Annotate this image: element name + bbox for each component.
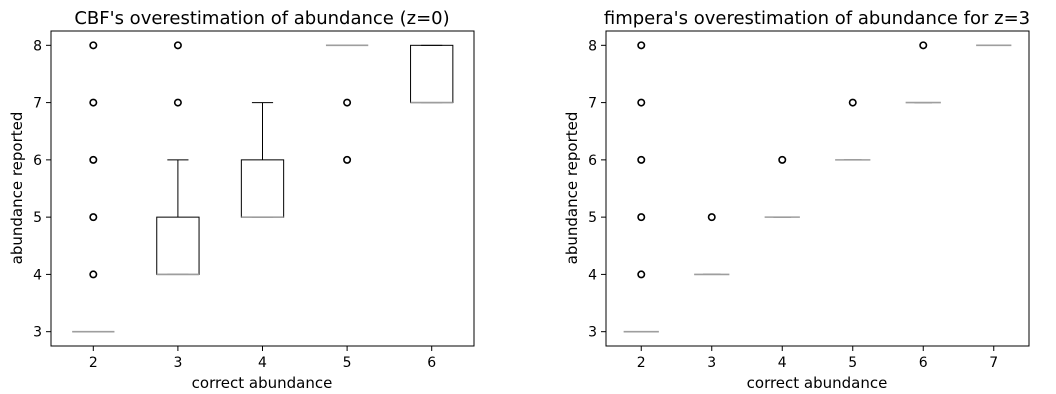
y-tick-label: 7	[33, 96, 42, 112]
y-tick-label: 7	[588, 96, 597, 112]
x-tick-label: 5	[343, 355, 352, 371]
x-tick-label: 6	[919, 355, 928, 371]
flier-point	[343, 155, 352, 164]
y-tick-label: 3	[588, 325, 597, 341]
flier-point	[919, 41, 928, 50]
box-5	[325, 44, 369, 164]
box-2	[72, 41, 115, 333]
y-tick-label: 8	[33, 38, 42, 54]
x-tick-label: 2	[89, 355, 98, 371]
flier-point	[778, 155, 787, 164]
box-body	[410, 44, 454, 104]
flier-point	[89, 155, 98, 164]
chart-panel-right: fimpera's overestimation of abundance fo…	[563, 8, 1030, 392]
chart-title-left: CBF's overestimation of abundance (z=0)	[74, 8, 449, 29]
x-tick-label: 7	[989, 355, 998, 371]
y-tick-label: 6	[588, 153, 597, 169]
chart-panel-left: CBF's overestimation of abundance (z=0) …	[8, 8, 475, 392]
flier-point	[637, 98, 646, 107]
x-tick-label: 2	[637, 355, 646, 371]
flier-point	[89, 213, 98, 222]
y-tick-label: 4	[588, 267, 597, 283]
plot-area-right: 3 4 5 6 7 8 2 3 4 5 6 7	[588, 30, 1030, 371]
flier-point	[173, 41, 182, 50]
y-tick-label: 5	[33, 210, 42, 226]
flier-point	[343, 98, 352, 107]
flier-point	[707, 213, 716, 222]
x-tick-label: 5	[848, 355, 857, 371]
y-tick-label: 5	[588, 210, 597, 226]
box-4	[240, 102, 285, 218]
y-axis-label-left: abundance reported	[8, 112, 26, 265]
flier-point	[637, 155, 646, 164]
flier-point	[173, 98, 182, 107]
x-tick-label: 3	[707, 355, 716, 371]
flier-point	[637, 213, 646, 222]
box-2	[623, 41, 659, 333]
flier-point	[89, 41, 98, 50]
box-body	[156, 216, 200, 275]
plot-area-left: 3 4 5 6 7 8 2 3 4 5 6	[33, 30, 475, 371]
x-tick-label: 3	[173, 355, 182, 371]
x-axis-label-left: correct abundance	[192, 374, 333, 392]
y-tick-label: 8	[588, 38, 597, 54]
box-3	[156, 41, 200, 276]
flier-point	[848, 98, 857, 107]
y-axis-label-right: abundance reported	[563, 112, 581, 265]
y-tick-label: 4	[33, 267, 42, 283]
box-3	[694, 213, 730, 276]
box-body	[240, 159, 285, 218]
flier-point	[89, 98, 98, 107]
y-tick-label: 6	[33, 153, 42, 169]
box-4	[764, 155, 800, 218]
x-tick-label: 6	[427, 355, 436, 371]
x-axis-label-right: correct abundance	[747, 374, 888, 392]
x-tick-label: 4	[258, 355, 267, 371]
flier-point	[637, 41, 646, 50]
chart-title-right: fimpera's overestimation of abundance fo…	[604, 8, 1030, 29]
flier-point	[89, 270, 98, 279]
box-5	[835, 98, 871, 161]
y-tick-label: 3	[33, 325, 42, 341]
axes-frame	[605, 30, 1030, 347]
x-tick-label: 4	[778, 355, 787, 371]
box-6	[905, 41, 941, 104]
flier-point	[637, 270, 646, 279]
box-6	[410, 44, 454, 104]
